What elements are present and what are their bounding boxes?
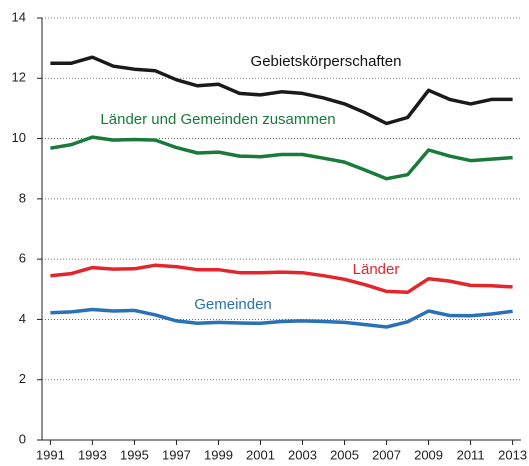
y-tick-label: 6 [19, 251, 26, 266]
series-label: Gebietskörperschaften [251, 53, 402, 70]
x-tick-label: 1999 [204, 447, 233, 462]
x-tick-label: 2003 [288, 447, 317, 462]
line [50, 263, 513, 295]
line [50, 307, 513, 329]
series-label: Gemeinden [194, 296, 272, 313]
x-tick-label: 2013 [498, 447, 527, 462]
series-label: Länder [353, 261, 400, 278]
x-tick-label: 1997 [162, 447, 191, 462]
y-tick-label: 2 [19, 371, 26, 386]
y-tick-label: 14 [12, 9, 26, 24]
x-tick-label: 2005 [330, 447, 359, 462]
series-label: Länder und Gemeinden zusammen [100, 111, 335, 128]
x-tick-label: 2011 [457, 447, 485, 462]
x-tick-label: 2009 [414, 447, 443, 462]
y-tick-label: 12 [12, 70, 26, 85]
x-tick-label: 1991 [36, 447, 65, 462]
x-tick-label: 1993 [78, 447, 107, 462]
line [50, 55, 513, 126]
y-tick-label: 4 [19, 311, 26, 326]
y-tick-label: 10 [12, 130, 26, 145]
y-tick-label: 8 [19, 190, 26, 205]
x-tick-label: 1995 [120, 447, 149, 462]
y-tick-label: 0 [19, 431, 26, 446]
x-tick-label: 2001 [246, 447, 275, 462]
x-tick-label: 2007 [372, 447, 401, 462]
line [50, 135, 513, 181]
